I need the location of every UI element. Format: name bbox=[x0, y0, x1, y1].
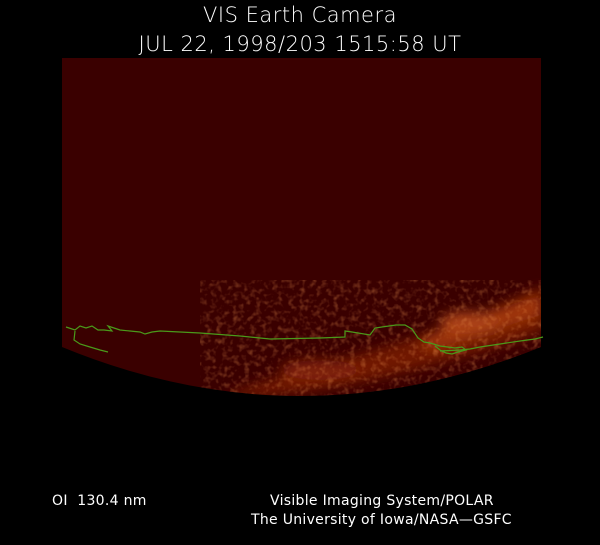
page-title: VIS Earth Camera bbox=[203, 3, 397, 27]
wavelength-label: OI 130.4 nm bbox=[52, 493, 147, 509]
credit-line-1: Visible Imaging System/POLAR bbox=[270, 493, 494, 509]
coastline-overlay bbox=[65, 324, 544, 355]
credit-line-2: The University of Iowa/NASA—GSFC bbox=[251, 512, 512, 528]
timestamp: JUL 22, 1998/203 1515:58 UT bbox=[138, 32, 462, 56]
